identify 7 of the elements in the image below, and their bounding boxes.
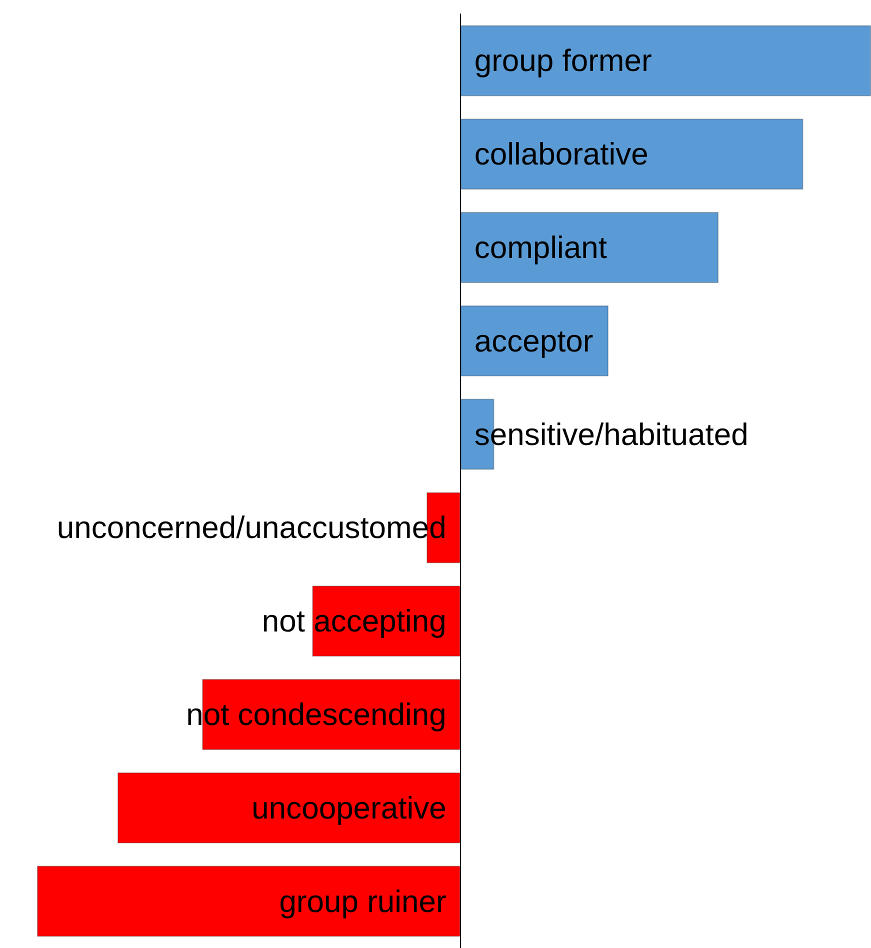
y-tick-label: collaborative [474, 136, 648, 172]
y-tick-label: compliant [474, 230, 608, 265]
y-tick-label: uncooperative [252, 790, 446, 826]
y-tick-label: not accepting [262, 604, 446, 639]
y-tick-label: group former [474, 43, 652, 78]
y-tick-label: acceptor [474, 323, 594, 358]
y-tick-label: group ruiner [279, 884, 446, 919]
